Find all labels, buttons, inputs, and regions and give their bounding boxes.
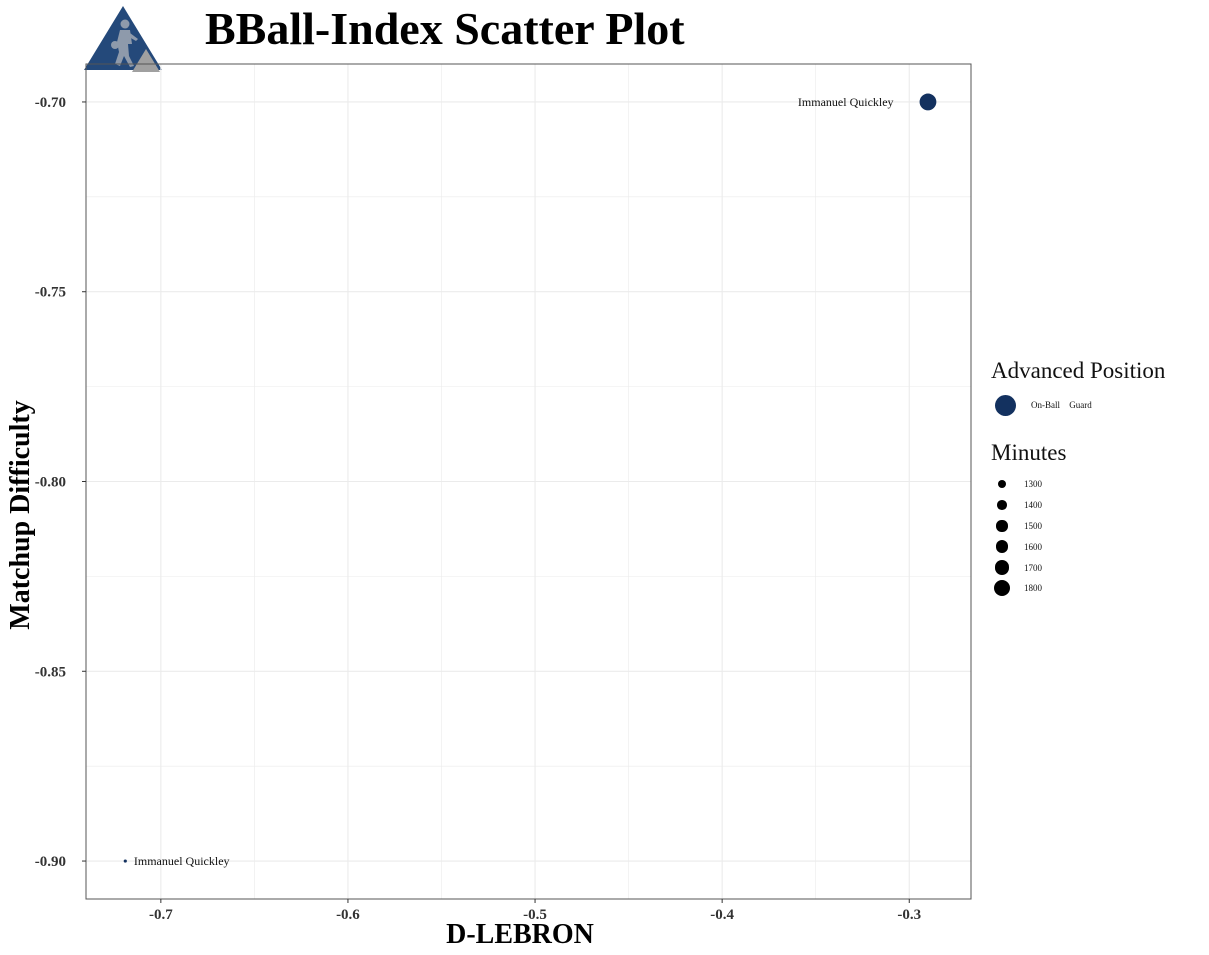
legend-minutes-dot: [994, 580, 1010, 597]
legend-position-label: On-Ball Guard: [1031, 400, 1092, 410]
basketball-player-icon: [111, 19, 138, 67]
data-point-label: Immanuel Quickley: [134, 854, 230, 868]
legend-minutes-key: [991, 474, 1013, 494]
legend-minutes-dot: [997, 500, 1007, 510]
x-tick-label: -0.7: [149, 907, 173, 923]
legend-position-key: [991, 392, 1019, 418]
legend-minutes-key: [991, 516, 1013, 536]
legend-minutes-label: 1600: [1024, 541, 1042, 552]
legend: Advanced Position On-Ball Guard Minutes …: [991, 358, 1201, 599]
x-tick-label: -0.4: [710, 907, 734, 923]
legend-minutes-list: 1300 1400 1500 1600 1700 1800: [991, 474, 1201, 599]
bball-index-logo: [84, 4, 164, 74]
legend-minutes-dot: [994, 560, 1010, 575]
axes: -0.7 -0.6 -0.5 -0.4 -0.3 -0.70 -0.75 -0.80 -0.85…: [35, 95, 921, 923]
legend-minutes-key: [991, 537, 1013, 557]
y-axis-label: Matchup Difficulty: [5, 400, 36, 629]
legend-minutes-item: 1400: [991, 495, 1201, 516]
data-points: Immanuel Quickley Immanuel Quickley: [123, 93, 937, 868]
x-tick-label: -0.5: [523, 907, 547, 923]
legend-minutes-label: 1500: [1024, 520, 1042, 531]
legend-minutes-key: [991, 558, 1013, 578]
x-axis-label: D-LEBRON: [446, 919, 594, 950]
data-point[interactable]: [919, 93, 937, 111]
basketball-player-triangle-logo-icon: [84, 6, 162, 72]
legend-minutes-label: 1400: [1024, 500, 1042, 511]
legend-minutes-key: [991, 495, 1013, 515]
y-tick-label: -0.80: [35, 475, 66, 491]
legend-minutes-item: 1600: [991, 536, 1201, 557]
x-tick-label: -0.3: [897, 907, 921, 923]
legend-minutes-label: 1300: [1024, 479, 1042, 490]
legend-minutes-title: Minutes: [991, 440, 1067, 465]
x-tick-label: -0.6: [336, 907, 360, 923]
y-tick-label: -0.70: [35, 95, 66, 111]
legend-minutes-label: 1700: [1024, 562, 1042, 573]
data-point-label: Immanuel Quickley: [798, 95, 894, 109]
legend-minutes-dot: [998, 480, 1006, 489]
legend-position-title: Advanced Position: [991, 358, 1166, 383]
y-tick-label: -0.90: [35, 854, 66, 870]
legend-minutes-item: 1700: [991, 557, 1201, 578]
y-tick-label: -0.75: [35, 285, 66, 301]
legend-minutes-key: [991, 578, 1013, 598]
legend-position-dot: [994, 394, 1016, 416]
legend-minutes-item: 1300: [991, 474, 1201, 495]
data-point[interactable]: [123, 859, 127, 863]
logo-gray-triangle: [132, 49, 160, 72]
legend-minutes-dot: [995, 540, 1009, 554]
legend-minutes-dot: [996, 520, 1008, 532]
legend-minutes-item: 1800: [991, 578, 1201, 599]
legend-minutes-item: 1500: [991, 516, 1201, 537]
legend-minutes-label: 1800: [1024, 583, 1042, 594]
y-tick-label: -0.85: [35, 664, 66, 680]
legend-position-item: On-Ball Guard: [991, 392, 1201, 418]
grid: [86, 64, 971, 899]
page-title: BBall-Index Scatter Plot: [205, 3, 685, 54]
